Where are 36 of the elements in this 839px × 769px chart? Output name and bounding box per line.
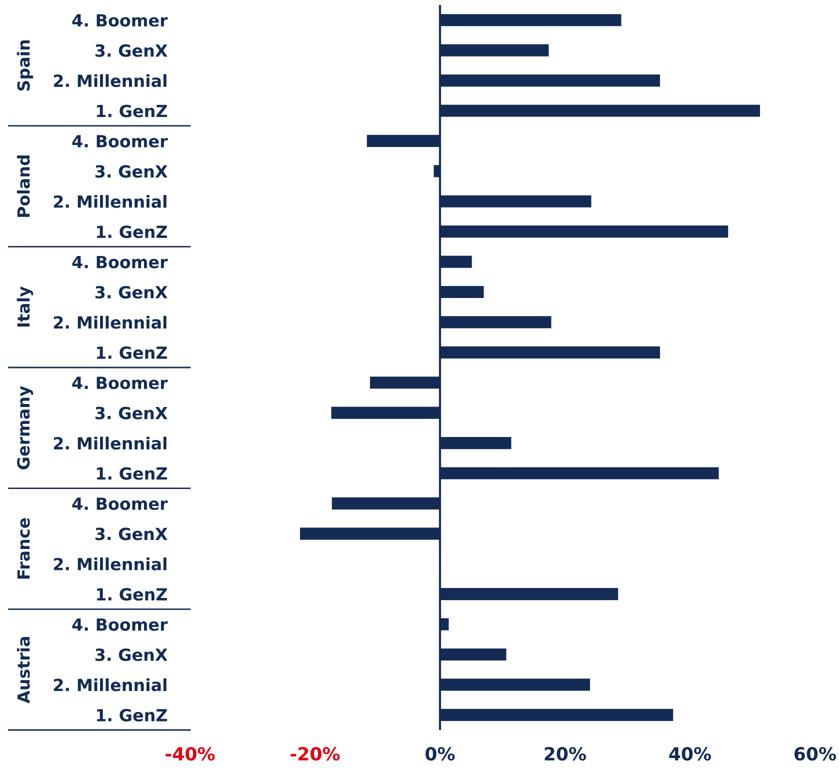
y-tick-label: 3. GenX [95,165,168,178]
y-tick-label: 1. GenZ [96,346,168,359]
y-tick-label: 4. Boomer [72,14,168,27]
text: Poland [16,155,30,217]
text: Italy [16,286,34,327]
y-tick-label: 3. GenX [95,44,168,57]
y-tick-label: 1. GenZ [96,467,168,480]
y-tick-label: 4. Boomer [72,256,168,268]
x-tick-label: -40% [166,746,215,761]
y-tick-label: 4. Boomer [72,135,168,148]
y-tick-label: 3. GenX [95,286,168,299]
y-tick-label: 2. Millennial [54,195,166,208]
y-tick-label: 2. Millennial [54,678,166,692]
text: Austria [16,636,30,704]
x-tick-label: 60% [794,746,836,761]
text: France [17,518,30,579]
text: Spain [16,40,34,91]
y-tick-label: 4. Boomer [72,618,168,631]
y-tick-label: 3. GenX [95,528,168,540]
y-tick-label: 3. GenX [95,648,168,662]
y-tick-label: 2. Millennial [54,558,166,570]
x-tick-label: 0% [426,746,455,761]
x-tick-label: -20% [290,746,340,761]
x-tick-label: 40% [669,746,712,761]
text: Germany [17,386,34,470]
y-tick-label: 1. GenZ [96,104,168,118]
y-tick-label: 2. Millennial [54,74,166,88]
x-tick-label: 20% [544,746,586,761]
y-tick-label: 2. Millennial [54,316,166,329]
y-tick-label: 4. Boomer [72,376,168,390]
y-tick-label: 2. Millennial [54,436,166,450]
y-tick-label: 4. Boomer [72,498,168,510]
y-tick-label: 1. GenZ [96,588,168,601]
y-tick-label: 3. GenX [95,406,168,420]
y-tick-label: 1. GenZ [96,708,168,722]
y-tick-label: 1. GenZ [96,226,168,238]
